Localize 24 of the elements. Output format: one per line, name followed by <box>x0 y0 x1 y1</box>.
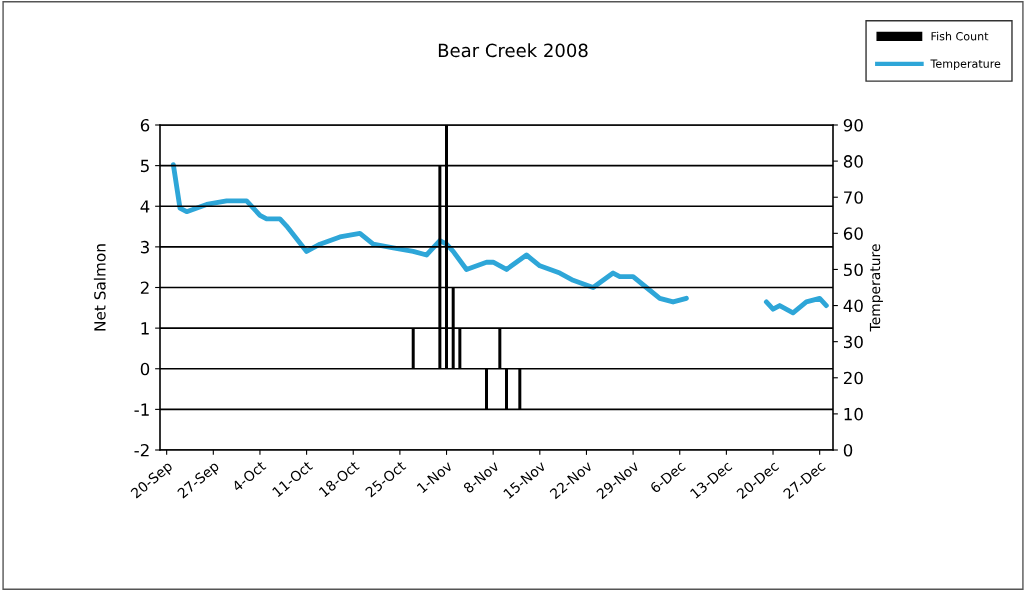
y-tick-label: 1 <box>141 322 149 335</box>
y2-tick-label: 10 <box>844 407 863 421</box>
y2-tick-label: 30 <box>843 335 863 349</box>
y-tick-label: -2 <box>134 443 149 457</box>
y-tick-label: 6 <box>140 118 150 132</box>
y-tick-label: 0 <box>140 362 150 376</box>
y2-tick-label: 70 <box>844 191 863 204</box>
y2-tick-label: 80 <box>843 155 863 168</box>
y2-tick-label: 60 <box>843 227 863 240</box>
y-tick-label: 4 <box>140 200 150 213</box>
y2-tick-label: 50 <box>844 263 863 277</box>
y-tick-label: 2 <box>140 281 149 294</box>
y-axis-title: Net Salmon <box>93 244 106 331</box>
y2-tick-label: 40 <box>843 299 863 313</box>
legend-label: Fish Count <box>931 31 989 41</box>
y-tick-label: 3 <box>140 240 149 254</box>
legend-label: Temperature <box>930 59 1001 70</box>
chart-title: Bear Creek 2008 <box>438 43 588 58</box>
y2-tick-label: 20 <box>843 371 863 385</box>
y-tick-label: -1 <box>134 403 149 416</box>
y-tick-label: 5 <box>140 159 149 173</box>
y2-tick-label: 90 <box>843 118 863 132</box>
y2-tick-label: 0 <box>843 443 853 457</box>
y2-axis-title: Temperature <box>869 244 883 332</box>
